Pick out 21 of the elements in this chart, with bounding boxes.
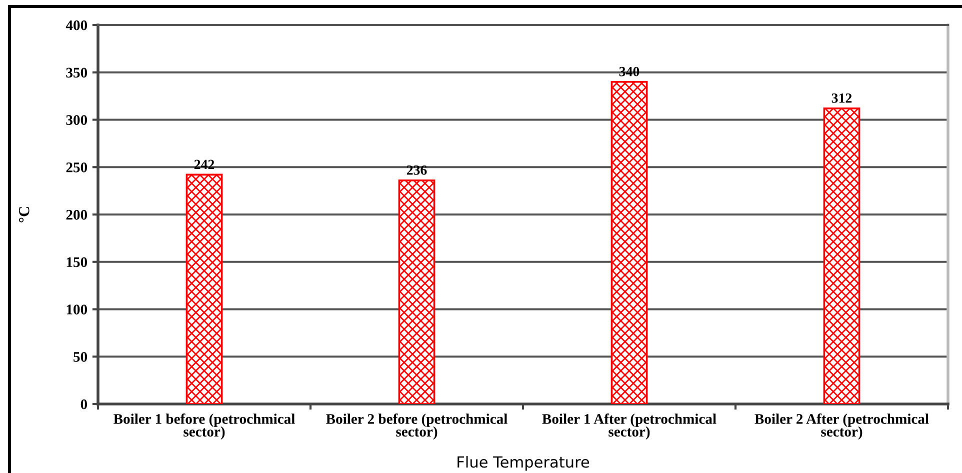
y-tick-label: 50 [74,352,88,362]
x-tick-label: Boiler 2 After (petrochmical sector) [754,413,929,440]
bar [186,174,223,404]
x-tick-label: Boiler 2 before (petrochmical sector) [326,413,508,440]
y-tick-label: 100 [66,304,88,314]
y-tick-label: 250 [66,162,88,172]
x-tick-label: Boiler 1 before (petrochmical sector) [114,413,295,440]
x-tick-label: Boiler 1 After (petrochmical sector) [542,413,716,440]
bar [823,107,860,404]
y-tick-label: 300 [66,115,88,125]
y-tick-label: 200 [66,210,88,220]
y-tick-label: 400 [66,20,88,30]
data-label: 312 [832,93,852,103]
x-axis-title: Flue Temperature [458,456,590,471]
bar [398,179,436,404]
y-tick-label: 350 [66,68,88,78]
y-tick-label: 150 [66,257,88,268]
y-axis-title: °C [18,207,30,222]
y-tick-label: 0 [80,399,88,410]
bar [610,80,648,404]
data-label: 236 [406,165,427,175]
